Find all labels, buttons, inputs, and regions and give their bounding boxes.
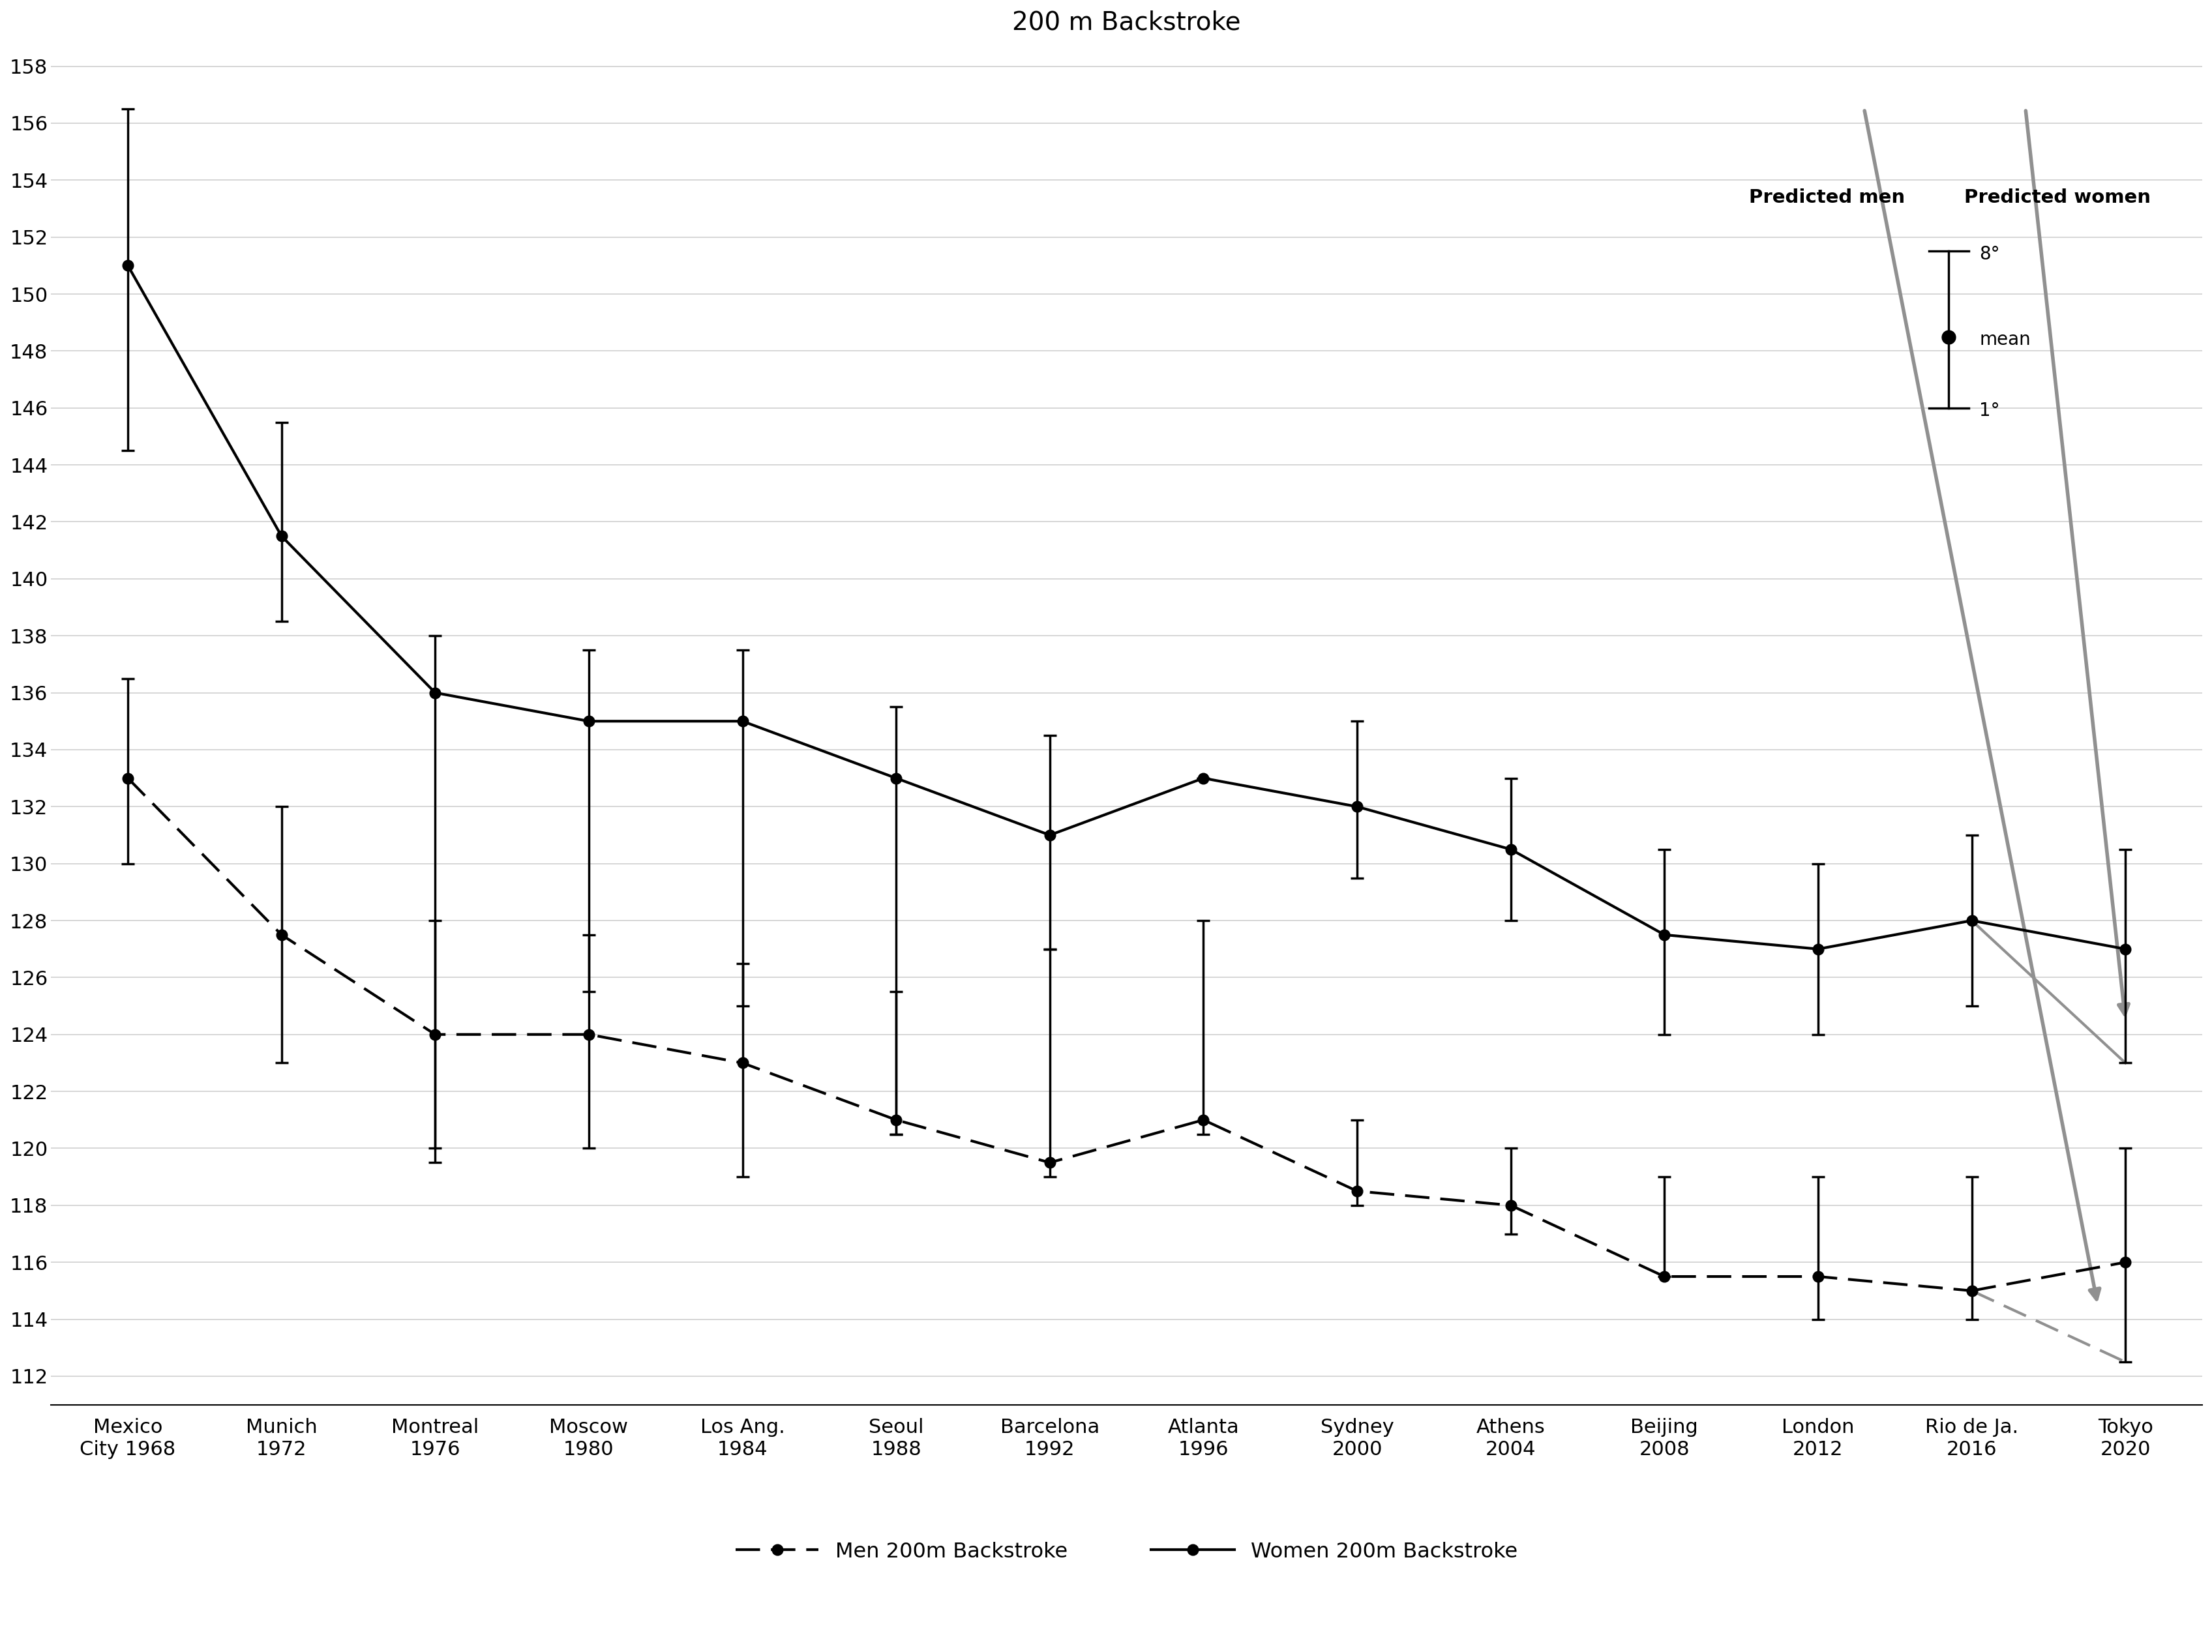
Legend: Men 200m Backstroke, Women 200m Backstroke: Men 200m Backstroke, Women 200m Backstro… — [728, 1533, 1526, 1569]
Text: 8°: 8° — [1980, 244, 2000, 263]
Text: mean: mean — [1980, 330, 2031, 349]
Text: Predicted women: Predicted women — [1964, 188, 2150, 206]
Text: 1°: 1° — [1980, 401, 2000, 420]
Text: Predicted men: Predicted men — [1750, 188, 1905, 206]
Title: 200 m Backstroke: 200 m Backstroke — [1013, 10, 1241, 35]
